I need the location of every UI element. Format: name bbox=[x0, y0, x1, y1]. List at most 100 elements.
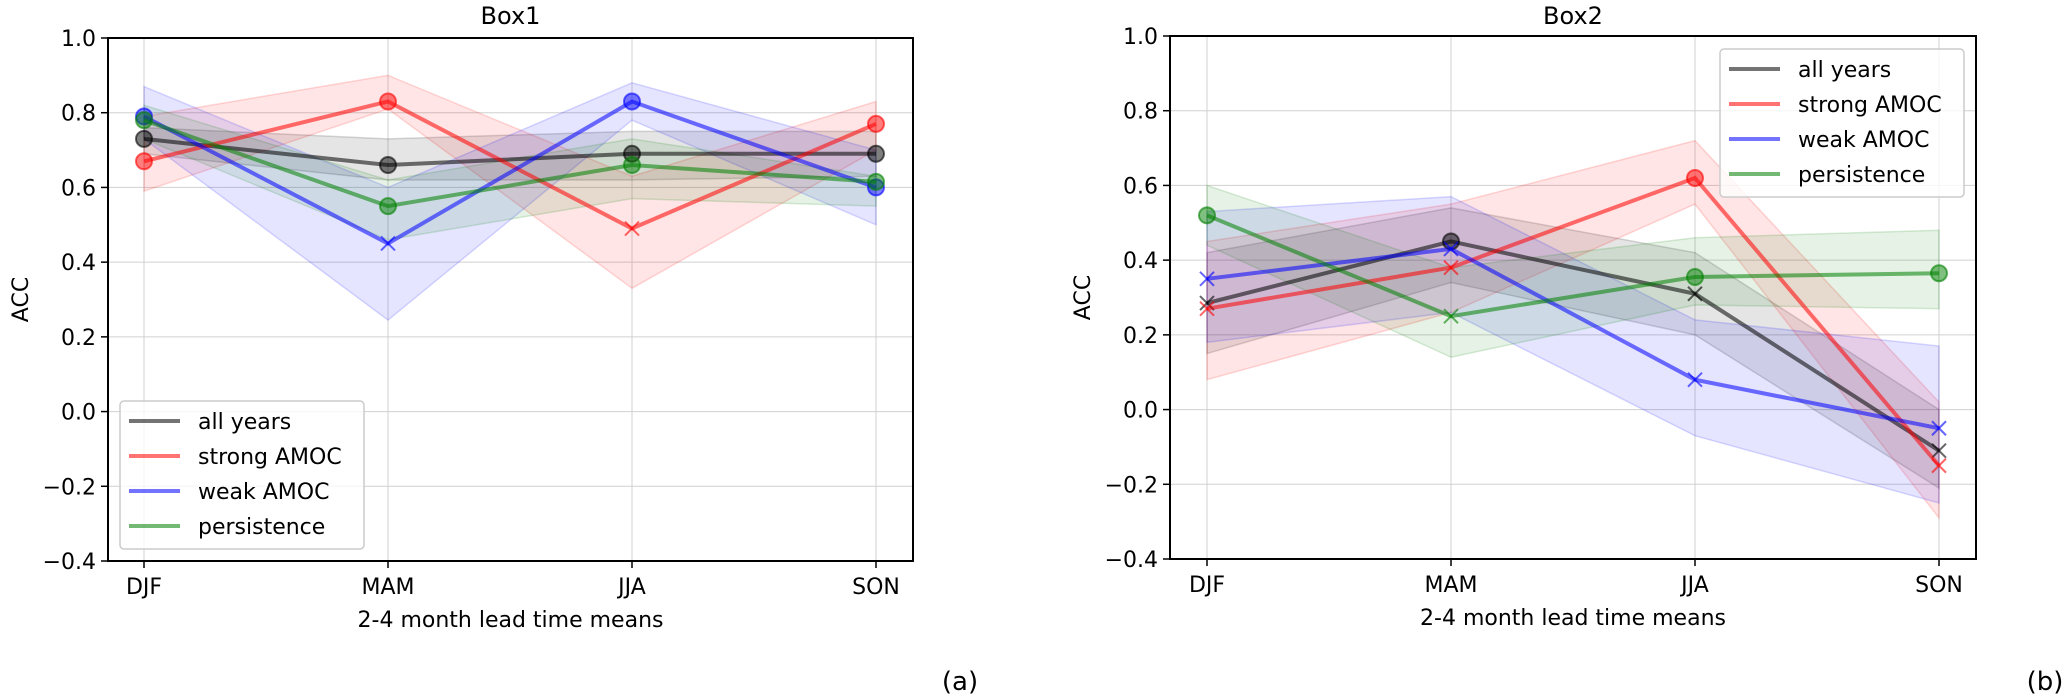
series-line bbox=[1206, 175, 1941, 467]
plot-frame bbox=[1169, 35, 1977, 560]
series-line bbox=[1206, 239, 1941, 453]
data-point-x bbox=[1687, 371, 1703, 388]
y-tick-label: −0.4 bbox=[1105, 548, 1158, 573]
data-point-circle bbox=[867, 144, 885, 163]
data-point-circle bbox=[379, 197, 397, 216]
data-point-circle bbox=[1198, 206, 1216, 225]
legend-item: persistence bbox=[129, 515, 325, 540]
y-tick-label: 0.2 bbox=[1123, 324, 1158, 349]
y-axis-label: ACC bbox=[9, 277, 34, 322]
data-point-x bbox=[1443, 241, 1459, 257]
data-point-x bbox=[1199, 301, 1215, 317]
x-axis-label: 2-4 month lead time means bbox=[1420, 606, 1726, 631]
series-line bbox=[143, 118, 877, 209]
y-tick-label: 0.2 bbox=[61, 326, 96, 351]
y-tick-label: 0.8 bbox=[1123, 100, 1158, 125]
legend-item: persistence bbox=[1729, 163, 1925, 188]
marker-stroke bbox=[1199, 271, 1215, 287]
legend-box bbox=[1719, 48, 1965, 198]
data-point-x bbox=[1199, 271, 1215, 287]
panel-label: (b) bbox=[2027, 667, 2064, 697]
marker-stroke bbox=[1199, 301, 1215, 317]
legend-item: strong AMOC bbox=[129, 445, 342, 470]
x-tick-label: JJA bbox=[1679, 573, 1709, 598]
x-tick-label: SON bbox=[1915, 573, 1963, 598]
legend-item: strong AMOC bbox=[1729, 93, 1942, 118]
legend-item: all years bbox=[129, 410, 291, 435]
x-axis-label: 2-4 month lead time means bbox=[358, 608, 664, 633]
series-line bbox=[143, 136, 876, 168]
series-line bbox=[1206, 213, 1940, 319]
y-tick-label: 1.0 bbox=[1123, 25, 1158, 50]
legend-label: strong AMOC bbox=[1798, 93, 1942, 118]
chart-panel-a: −0.4 −0.2 0.0 0.2 0.4 0.6 0.8 1.0 DJF MAM JJA SON Bo… bbox=[9, 2, 978, 697]
legend-label: all years bbox=[198, 410, 291, 435]
y-tick-label: 0.0 bbox=[61, 401, 96, 426]
legend: all years strong AMOC weak AMOC persistence bbox=[119, 400, 365, 550]
legend-item: all years bbox=[1729, 58, 1891, 83]
y-tick-label: 0.6 bbox=[1123, 174, 1158, 199]
y-tick-label: 0.4 bbox=[61, 251, 96, 276]
y-axis: −0.4 −0.2 0.0 0.2 0.4 0.6 0.8 1.0 bbox=[43, 27, 108, 575]
data-point-circle bbox=[867, 172, 885, 191]
marker-stroke bbox=[1931, 420, 1947, 436]
data-point-circle bbox=[1930, 264, 1948, 283]
y-axis-label: ACC bbox=[1071, 275, 1096, 320]
x-tick-label: MAM bbox=[361, 575, 414, 600]
series-strong-amoc bbox=[1199, 168, 1947, 474]
marker-stroke bbox=[1443, 259, 1459, 276]
marker-stroke bbox=[1443, 241, 1459, 257]
band-weak-amoc bbox=[143, 82, 877, 321]
legend-label: all years bbox=[1798, 58, 1891, 83]
legend: all years strong AMOC weak AMOC persistence bbox=[1719, 48, 1965, 198]
data-point-circle bbox=[135, 111, 153, 130]
legend-label: persistence bbox=[198, 515, 325, 540]
data-point-circle bbox=[379, 156, 397, 175]
legend-box bbox=[119, 400, 365, 550]
x-tick-label: MAM bbox=[1424, 573, 1477, 598]
legend-item: weak AMOC bbox=[129, 480, 329, 505]
y-tick-label: −0.4 bbox=[43, 550, 96, 575]
y-tick-label: −0.2 bbox=[43, 475, 96, 500]
series-line bbox=[143, 99, 877, 246]
series-persistence bbox=[1198, 206, 1948, 324]
marker-stroke bbox=[1687, 286, 1703, 302]
data-point-x bbox=[1687, 286, 1703, 302]
marker-stroke bbox=[624, 220, 640, 237]
x-tick-label: JJA bbox=[616, 575, 646, 600]
y-tick-label: −0.2 bbox=[1105, 473, 1158, 498]
plot-frame bbox=[107, 37, 914, 562]
series-line bbox=[143, 99, 877, 231]
x-axis: DJF MAM JJA SON bbox=[1189, 559, 1963, 598]
legend-label: strong AMOC bbox=[198, 445, 342, 470]
y-tick-label: 0.0 bbox=[1123, 399, 1158, 424]
data-point-circle bbox=[135, 129, 153, 148]
chart-title: Box2 bbox=[1543, 2, 1603, 30]
data-point-x bbox=[1931, 457, 1947, 474]
marker-stroke bbox=[1687, 371, 1703, 388]
marker-stroke bbox=[1931, 442, 1947, 459]
y-axis: −0.4 −0.2 0.0 0.2 0.4 0.6 0.8 1.0 bbox=[1105, 25, 1170, 573]
data-point-x bbox=[1931, 420, 1947, 436]
marker-stroke bbox=[1931, 457, 1947, 474]
series-strong-amoc bbox=[135, 92, 885, 237]
chart-title: Box1 bbox=[481, 2, 541, 30]
data-point-circle bbox=[135, 152, 153, 171]
data-point-x bbox=[380, 235, 396, 252]
band-strong-amoc bbox=[1206, 139, 1940, 521]
x-tick-label: DJF bbox=[1189, 573, 1225, 598]
y-tick-label: 0.4 bbox=[1123, 249, 1158, 274]
x-tick-label: DJF bbox=[126, 575, 162, 600]
marker-stroke bbox=[1199, 295, 1215, 311]
panel-label: (a) bbox=[942, 667, 978, 697]
legend-label: weak AMOC bbox=[198, 480, 329, 505]
y-tick-label: 0.8 bbox=[61, 102, 96, 127]
data-point-x bbox=[1443, 308, 1459, 324]
data-point-circle bbox=[867, 114, 885, 133]
data-point-circle bbox=[623, 156, 641, 175]
chart-panel-b: −0.4 −0.2 0.0 0.2 0.4 0.6 0.8 1.0 DJF MAM JJA SON Bo… bbox=[1071, 2, 2063, 697]
data-point-x bbox=[1443, 259, 1459, 276]
confidence-bands bbox=[143, 74, 877, 321]
data-point-circle bbox=[1686, 168, 1704, 187]
